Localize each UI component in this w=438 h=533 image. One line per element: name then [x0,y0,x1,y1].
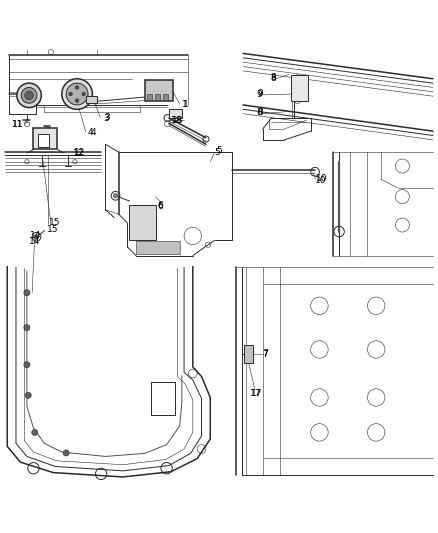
Bar [86,96,97,103]
Text: 11: 11 [12,120,23,129]
Text: 9: 9 [258,88,263,98]
Text: 4: 4 [88,127,94,136]
Text: 3: 3 [105,112,110,122]
Text: 6: 6 [157,202,163,211]
Circle shape [63,450,69,456]
Text: 3: 3 [103,114,109,123]
Text: 1: 1 [182,100,187,109]
Circle shape [17,83,41,108]
Bar [151,382,175,415]
Text: 5: 5 [215,148,220,157]
Circle shape [24,325,30,330]
Text: 12: 12 [73,149,84,158]
Circle shape [66,83,88,105]
Circle shape [24,289,30,296]
Bar [33,128,57,149]
Text: 14: 14 [29,237,40,246]
Circle shape [34,235,39,239]
Bar [169,109,182,118]
Text: 17: 17 [251,389,263,398]
Circle shape [113,193,118,198]
Bar [162,94,168,100]
Circle shape [21,87,37,103]
Bar [145,79,173,101]
Text: 14: 14 [30,231,42,240]
Text: 5: 5 [216,146,222,155]
Text: 15: 15 [49,219,60,228]
Circle shape [75,86,79,89]
Text: 17: 17 [251,390,262,399]
Bar [244,345,253,362]
Text: 8: 8 [258,108,263,117]
Text: 15: 15 [46,225,58,234]
Circle shape [69,92,72,96]
Bar [291,75,307,101]
Text: 12: 12 [74,148,85,157]
Text: 8: 8 [271,73,276,82]
Text: 4: 4 [90,127,96,136]
Text: 9: 9 [256,90,262,99]
Circle shape [75,99,79,102]
Text: 10: 10 [316,174,328,183]
Text: 8: 8 [271,74,276,83]
Circle shape [32,430,38,435]
Bar [38,134,49,147]
Bar [130,205,155,240]
Circle shape [24,362,30,368]
Text: 7: 7 [262,350,268,359]
Text: 11: 11 [12,120,23,129]
Circle shape [82,92,85,96]
Text: 18: 18 [171,116,183,125]
Text: 8: 8 [256,108,262,117]
Text: 7: 7 [263,349,268,358]
Bar [147,94,152,100]
Circle shape [25,392,31,398]
Text: 10: 10 [315,175,327,184]
Bar [155,94,160,100]
Text: 18: 18 [172,116,184,125]
Bar [136,241,180,254]
Text: 1: 1 [183,100,189,109]
Circle shape [25,91,33,100]
Text: 6: 6 [158,201,164,210]
Circle shape [62,79,92,109]
